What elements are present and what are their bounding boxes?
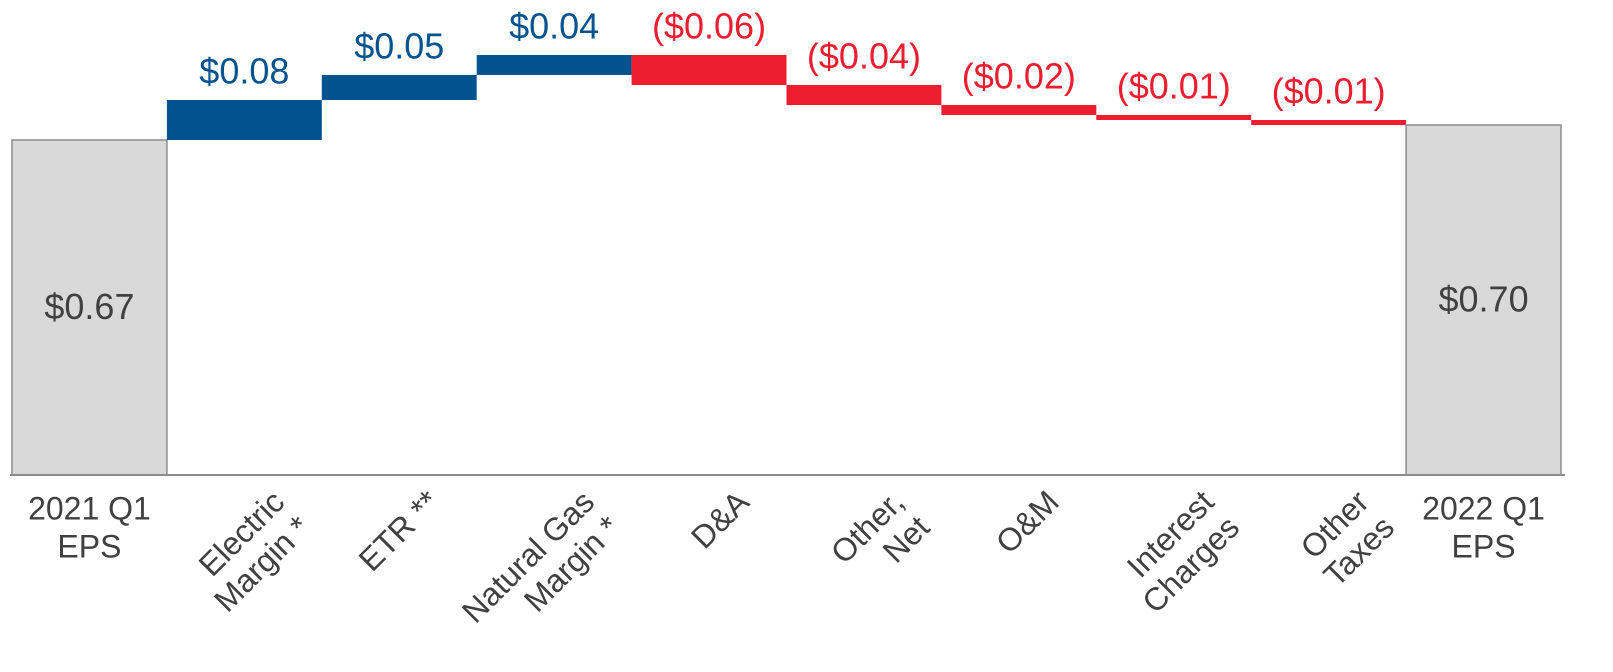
value-label: $0.04 bbox=[509, 6, 599, 47]
bar bbox=[1096, 115, 1252, 120]
value-label: ($0.04) bbox=[807, 36, 921, 77]
x-tick-label: 2021 Q1 bbox=[28, 490, 151, 526]
bar bbox=[1251, 120, 1407, 125]
x-tick-label-group: Other,Net bbox=[824, 483, 937, 570]
bar bbox=[476, 55, 632, 75]
x-tick-label: O&M bbox=[989, 483, 1066, 560]
total-bar bbox=[1405, 124, 1562, 476]
x-tick-label: ETR ** bbox=[352, 483, 447, 578]
x-tick-label: 2022 Q1 bbox=[1422, 490, 1545, 526]
bar bbox=[631, 55, 787, 85]
value-label: $0.05 bbox=[354, 26, 444, 67]
bar bbox=[321, 75, 477, 100]
value-label: $0.08 bbox=[199, 51, 289, 92]
value-label: ($0.01) bbox=[1272, 71, 1386, 112]
x-tick-label-group: ETR ** bbox=[352, 483, 447, 578]
value-label: $0.67 bbox=[44, 286, 134, 327]
x-tick-label: D&A bbox=[684, 483, 756, 555]
x-tick-label-group: D&A bbox=[684, 483, 756, 555]
bar bbox=[166, 100, 322, 140]
total-bar bbox=[11, 139, 168, 476]
bar bbox=[786, 85, 942, 105]
bar bbox=[941, 105, 1097, 115]
value-label: ($0.02) bbox=[962, 56, 1076, 97]
x-tick-label: EPS bbox=[1452, 528, 1516, 564]
value-label: ($0.06) bbox=[652, 6, 766, 47]
value-label: ($0.01) bbox=[1117, 66, 1231, 107]
value-label: $0.70 bbox=[1439, 279, 1529, 320]
x-tick-label: EPS bbox=[57, 528, 121, 564]
x-tick-label-group: O&M bbox=[989, 483, 1066, 560]
